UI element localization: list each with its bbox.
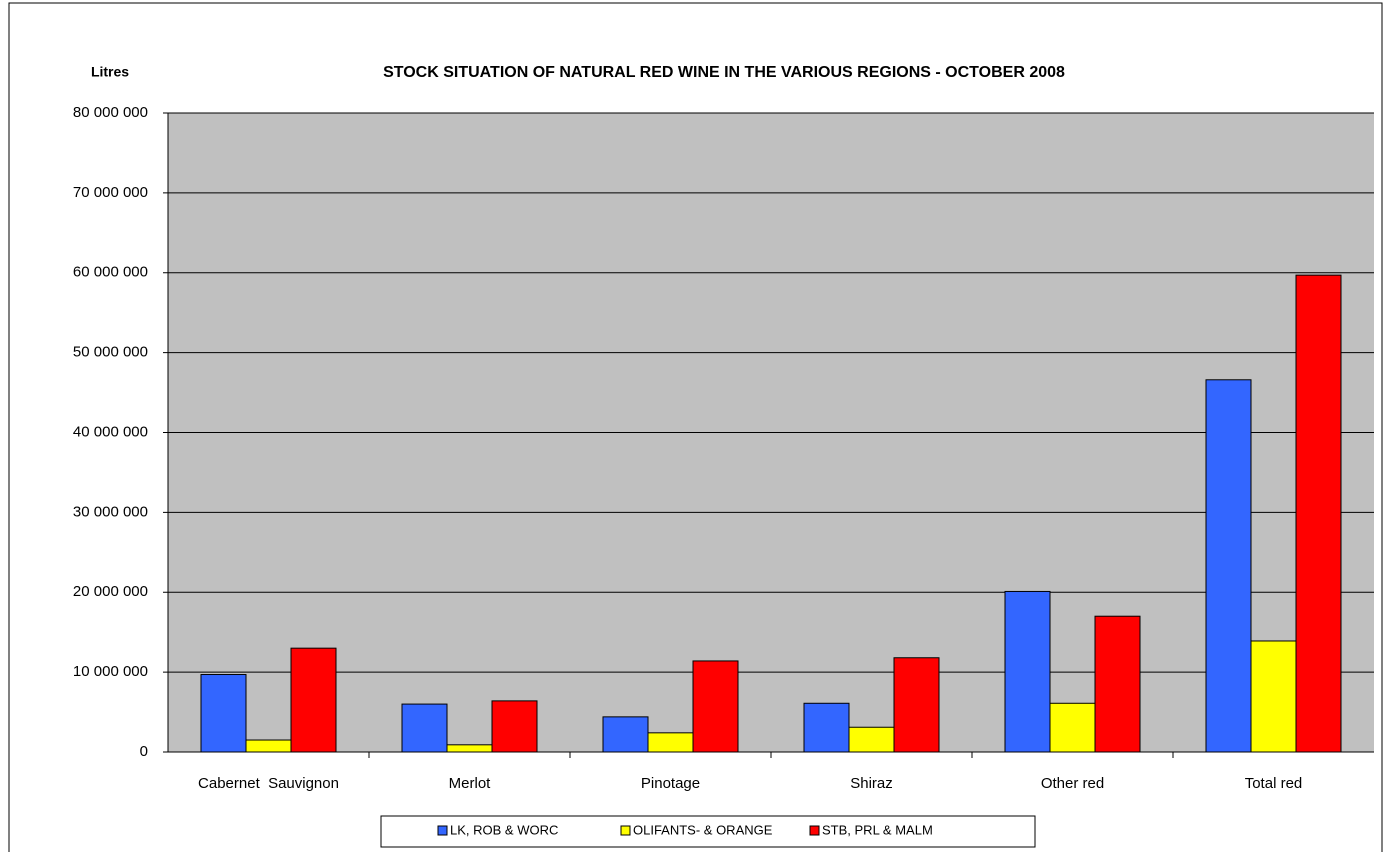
- bar: [1004, 590, 1051, 753]
- bar: [803, 702, 850, 753]
- y-tick-label: 80 000 000: [73, 104, 148, 121]
- chart-title: STOCK SITUATION OF NATURAL RED WINE IN T…: [383, 64, 1065, 81]
- bar: [692, 660, 739, 753]
- x-tick-label: Other red: [1041, 775, 1104, 792]
- bar: [446, 744, 493, 753]
- legend-swatch: [437, 825, 448, 836]
- chart-border: [8, 2, 1383, 852]
- bar: [491, 700, 538, 753]
- bar: [200, 674, 247, 753]
- bar: [1049, 702, 1096, 753]
- bar: [245, 739, 292, 753]
- x-tick-label: Cabernet Sauvignon: [198, 775, 339, 792]
- y-tick-label: 0: [140, 743, 148, 760]
- bar: [1094, 615, 1141, 753]
- x-tick-label: Merlot: [449, 775, 492, 792]
- bar: [893, 657, 940, 753]
- bar: [848, 726, 895, 753]
- y-tick-label: 10 000 000: [73, 663, 148, 680]
- y-tick-label: 20 000 000: [73, 583, 148, 600]
- bar: [290, 647, 337, 753]
- bar: [1205, 379, 1252, 753]
- bar: [602, 716, 649, 753]
- legend-swatch: [809, 825, 820, 836]
- bar: [1250, 640, 1297, 753]
- bar: [647, 732, 694, 753]
- legend-box: [380, 815, 1036, 848]
- x-tick-label: Pinotage: [641, 775, 700, 792]
- y-tick-label: 60 000 000: [73, 264, 148, 281]
- bar: [401, 703, 448, 753]
- legend-label: STB, PRL & MALM: [822, 822, 933, 837]
- legend-label: LK, ROB & WORC: [450, 822, 558, 837]
- bar: [1295, 274, 1342, 753]
- y-tick-label: 40 000 000: [73, 423, 148, 440]
- y-tick-label: 50 000 000: [73, 344, 148, 361]
- x-tick-label: Total red: [1245, 775, 1303, 792]
- legend-label: OLIFANTS- & ORANGE: [633, 822, 773, 837]
- y-tick-label: 30 000 000: [73, 503, 148, 520]
- x-tick-label: Shiraz: [850, 775, 893, 792]
- y-tick-label: 70 000 000: [73, 184, 148, 201]
- legend-swatch: [620, 825, 631, 836]
- y-axis-label: Litres: [91, 64, 129, 80]
